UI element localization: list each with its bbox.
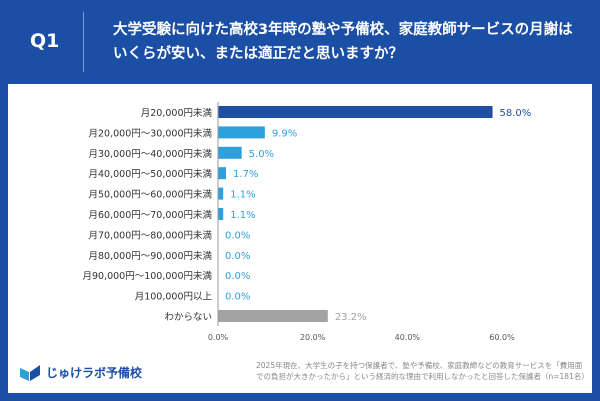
bar — [218, 146, 242, 159]
category-label: 月100,000円以上 — [135, 292, 213, 303]
category-label: わからない — [164, 312, 212, 323]
bar — [218, 187, 224, 200]
category-label: 月90,000円～100,000円未満 — [82, 270, 212, 282]
x-tick-label: 0.0% — [208, 333, 229, 342]
category-label: 月60,000円～70,000円未満 — [89, 209, 213, 221]
value-label: 0.0% — [225, 251, 250, 262]
book-logo-icon — [20, 365, 40, 381]
logo: じゅけラボ予備校 — [18, 362, 142, 382]
bar — [218, 310, 328, 322]
logo-text: じゅけラボ予備校 — [46, 365, 143, 380]
chart-card — [8, 84, 592, 393]
x-tick-label: 60.0% — [489, 333, 515, 342]
bar — [218, 126, 265, 139]
value-label: 58.0% — [500, 108, 532, 119]
category-label: 月80,000円～90,000円未満 — [89, 250, 213, 262]
bar — [218, 106, 493, 118]
category-label: 月20,000円未満 — [141, 107, 213, 119]
question-title: 大学受験に向けた高校3年時の塾や予備校、家庭教師サービスの月謝はいくらが安い、ま… — [113, 22, 573, 62]
value-label: 9.9% — [272, 128, 297, 139]
value-label: 0.0% — [225, 292, 250, 303]
category-label: 月50,000円～60,000円未満 — [89, 189, 213, 201]
category-label: 月20,000円～30,000円未満 — [89, 127, 213, 139]
value-label: 23.2% — [335, 312, 367, 323]
value-label: 1.1% — [230, 190, 255, 201]
question-number: Q1 — [30, 30, 60, 52]
x-tick-label: 40.0% — [395, 333, 421, 342]
x-tick-label: 20.0% — [300, 333, 326, 342]
value-label: 1.1% — [230, 210, 255, 221]
category-label: 月40,000円～50,000円未満 — [89, 168, 213, 180]
value-label: 0.0% — [225, 271, 250, 282]
divider — [83, 12, 84, 72]
bar — [218, 167, 227, 180]
category-label: 月70,000円～80,000円未満 — [89, 229, 213, 241]
footnote: 2025年現在、大学生の子を持つ保護者で、塾や予備校、家庭教師などの教育サービス… — [256, 361, 589, 381]
value-label: 5.0% — [249, 149, 274, 160]
value-label: 1.7% — [233, 169, 258, 180]
category-label: 月30,000円～40,000円未満 — [89, 148, 213, 160]
bar — [218, 208, 224, 220]
value-label: 0.0% — [225, 230, 250, 241]
